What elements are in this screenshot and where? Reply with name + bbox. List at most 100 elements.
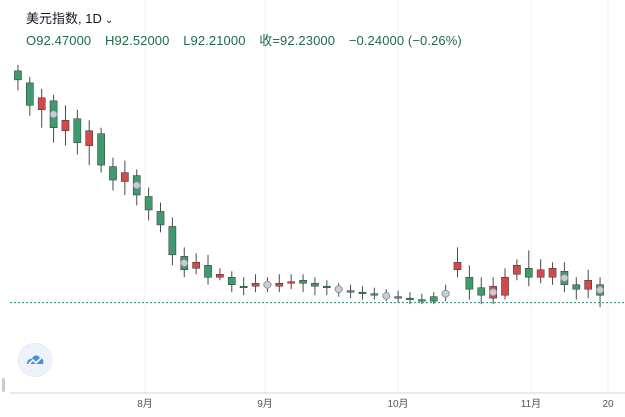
candle <box>97 127 105 173</box>
candle <box>239 277 248 296</box>
candle <box>394 290 402 303</box>
candle-body <box>26 82 34 106</box>
event-marker-icon[interactable] <box>263 280 272 289</box>
event-marker-icon[interactable] <box>132 181 141 190</box>
candle-body <box>121 172 129 182</box>
candle-body <box>536 269 545 278</box>
candle <box>524 250 533 287</box>
candle <box>156 202 165 233</box>
candle-body <box>109 166 117 181</box>
candle-body <box>358 291 367 294</box>
candle <box>121 160 129 195</box>
candle-body <box>97 133 105 166</box>
chevron-down-icon[interactable]: ⌄ <box>104 15 114 26</box>
event-markers <box>49 110 604 300</box>
candle-body <box>453 262 462 271</box>
close-value: 收=92.23000 <box>259 33 336 48</box>
change-value: −0.24000 (−0.26%) <box>348 33 462 48</box>
candle-body <box>275 282 284 287</box>
candle <box>275 274 284 293</box>
candle <box>109 157 117 191</box>
candles <box>14 64 604 308</box>
candle-body <box>311 282 319 287</box>
event-marker-icon[interactable] <box>382 292 391 300</box>
event-marker-icon[interactable] <box>489 288 498 297</box>
event-marker-icon[interactable] <box>180 259 189 267</box>
candle-body <box>501 276 509 296</box>
candle <box>37 88 46 128</box>
candle <box>584 269 592 299</box>
x-axis: 8月 9月 10月 11月 20 <box>137 398 614 410</box>
candle <box>536 259 545 284</box>
candle <box>85 120 94 166</box>
event-marker-icon[interactable] <box>441 289 450 298</box>
candle-body <box>14 70 22 81</box>
candle-body <box>370 293 379 296</box>
candle <box>227 271 236 293</box>
candle-body <box>85 130 94 146</box>
candle-body <box>524 268 533 278</box>
candle <box>251 274 260 293</box>
candle <box>287 274 295 290</box>
candle <box>501 268 509 300</box>
candle <box>144 187 153 221</box>
candle-body <box>346 290 355 293</box>
candle <box>204 254 212 285</box>
low-value: L92.21000 <box>183 33 246 48</box>
candle-body <box>418 299 426 302</box>
event-marker-icon[interactable] <box>560 274 569 282</box>
candle-body <box>429 296 438 302</box>
candle-body <box>204 265 212 278</box>
candle-body <box>584 279 592 290</box>
chart-logo-icon[interactable] <box>18 343 52 377</box>
candle-body <box>192 262 200 269</box>
candle-body <box>37 97 46 111</box>
ohlc-readout: O92.47000 H92.52000 L92.21000 收=92.23000… <box>26 30 472 49</box>
x-tick-label: 11月 <box>521 398 541 410</box>
candle <box>418 293 426 305</box>
candle <box>168 217 177 266</box>
candle <box>465 265 474 300</box>
candle <box>192 253 200 275</box>
candle <box>358 286 367 300</box>
candle <box>548 262 557 285</box>
event-marker-icon[interactable] <box>596 286 604 294</box>
candle-body <box>287 281 295 284</box>
candle-body <box>216 273 224 278</box>
x-tick-label: 10月 <box>387 398 408 410</box>
candle-body <box>572 284 581 290</box>
candle-body <box>465 276 474 290</box>
candle-body <box>144 196 153 211</box>
event-marker-icon[interactable] <box>49 110 58 119</box>
candle <box>346 284 355 299</box>
candle <box>216 268 224 281</box>
candle-body <box>239 285 248 288</box>
candle <box>73 109 82 155</box>
candle-body <box>394 296 402 299</box>
candle-body <box>406 297 414 300</box>
candle-body <box>73 118 82 143</box>
candle <box>49 94 58 143</box>
candle-body <box>299 279 307 284</box>
candle-body <box>477 287 486 296</box>
candle <box>14 64 22 91</box>
scroll-handle[interactable] <box>2 378 5 392</box>
candle <box>513 259 521 281</box>
candle <box>323 280 331 296</box>
grid <box>144 0 609 393</box>
x-tick-label: 9月 <box>257 398 273 410</box>
candle <box>61 105 70 146</box>
candle <box>26 76 34 116</box>
symbol-title-text: 美元指数, 1D <box>26 11 102 26</box>
x-tick-label: 20 <box>602 399 614 410</box>
candle-body <box>168 226 177 256</box>
event-marker-icon[interactable] <box>334 285 343 294</box>
symbol-title[interactable]: 美元指数, 1D ⌄ <box>26 8 113 27</box>
candle-body <box>513 265 521 275</box>
candle <box>572 277 581 300</box>
candle <box>406 292 414 305</box>
candle-body <box>61 119 70 131</box>
candle <box>453 247 462 278</box>
